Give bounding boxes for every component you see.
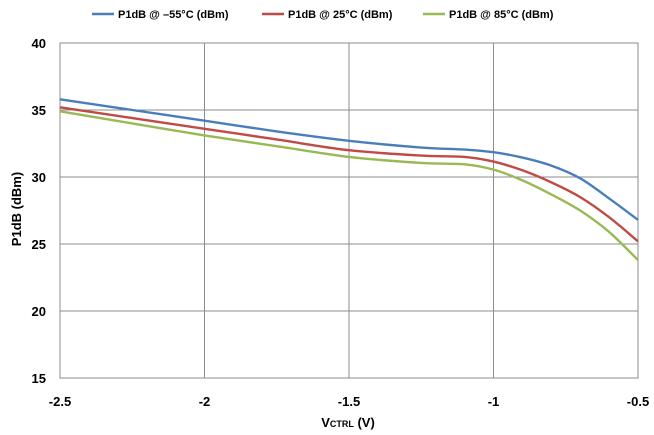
y-axis-title: P1dB (dBm)	[9, 172, 24, 246]
series-line-3	[59, 110, 639, 261]
x-tick-label: -1	[488, 394, 500, 409]
legend-label-2: P1dB @ 25°C (dBm)	[288, 9, 393, 21]
legend: P1dB @ –55°C (dBm) P1dB @ 25°C (dBm) P1dB …	[92, 9, 554, 21]
series-lines	[59, 98, 639, 261]
x-tick-label: -2.5	[49, 394, 71, 409]
y-tick-label: 20	[32, 304, 46, 319]
y-tick-label: 35	[32, 103, 46, 118]
legend-label-1: P1dB @ –55°C (dBm)	[118, 9, 229, 21]
x-axis-title-unit: (V)	[354, 415, 375, 430]
y-tick-label: 15	[32, 371, 46, 386]
series-line-1	[59, 98, 639, 221]
x-axis-tick-labels: -2.5 -2 -1.5 -1 -0.5	[49, 394, 649, 409]
y-axis-tick-labels: 15 20 25 30 35 40	[32, 36, 46, 386]
x-tick-label: -1.5	[338, 394, 360, 409]
y-tick-label: 40	[32, 36, 46, 51]
grid-lines	[59, 42, 639, 379]
x-axis-title-main: V	[321, 415, 330, 430]
plot-border	[59, 42, 639, 379]
y-tick-label: 30	[32, 170, 46, 185]
x-tick-label: -2	[199, 394, 211, 409]
legend-label-3: P1dB @ 85°C (dBm)	[449, 9, 554, 21]
x-tick-label: -0.5	[627, 394, 649, 409]
y-tick-label: 25	[32, 237, 46, 252]
x-axis-title-subscript: CTRL	[330, 419, 354, 429]
series-line-2	[59, 106, 639, 243]
x-axis-title: VCTRL (V)	[321, 415, 375, 430]
plot-area	[59, 42, 639, 379]
